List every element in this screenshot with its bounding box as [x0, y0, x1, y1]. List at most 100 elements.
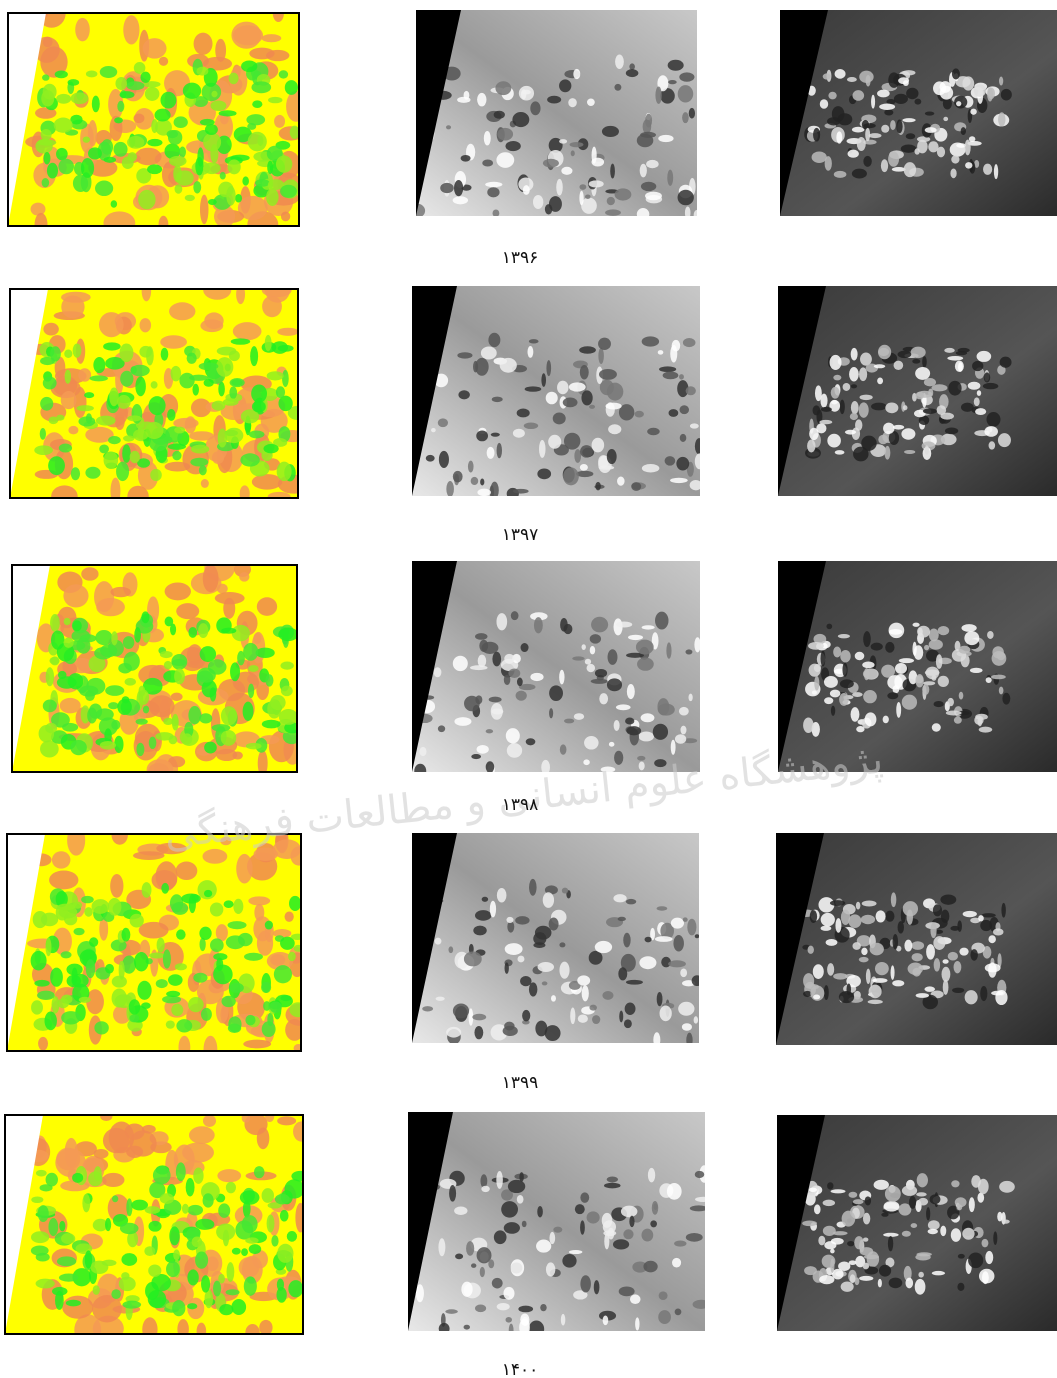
patch	[562, 397, 578, 408]
patch	[70, 467, 81, 481]
patch	[904, 449, 916, 455]
patch	[961, 624, 977, 632]
patch	[858, 402, 869, 418]
patch	[70, 114, 83, 125]
patch	[957, 920, 962, 932]
patch	[923, 378, 937, 387]
patch	[991, 674, 1006, 680]
patch	[937, 675, 949, 687]
patch	[199, 194, 209, 225]
year-label: ۱۳۹۶	[502, 248, 539, 268]
patch	[148, 952, 166, 959]
patch	[253, 847, 279, 861]
patch	[579, 190, 584, 206]
patch	[280, 184, 297, 198]
patch	[875, 910, 886, 923]
patch	[906, 87, 919, 100]
patch	[505, 728, 520, 744]
patch	[505, 1316, 512, 1323]
image-bg	[777, 1115, 1057, 1331]
patch	[887, 692, 899, 700]
patch	[546, 360, 552, 377]
patch	[956, 101, 962, 107]
patch	[568, 98, 577, 108]
patch	[902, 901, 919, 917]
patch	[248, 896, 271, 906]
patch	[210, 938, 224, 953]
patch	[193, 181, 202, 194]
patch	[694, 1170, 705, 1179]
patch	[666, 642, 672, 659]
patch	[850, 347, 858, 361]
patch	[433, 667, 442, 678]
patch	[685, 386, 696, 396]
patch	[483, 131, 491, 146]
patch	[284, 911, 294, 922]
patch	[165, 1020, 175, 1029]
patch	[44, 1011, 57, 1031]
patch	[885, 641, 895, 653]
patch	[544, 204, 553, 215]
patch	[691, 975, 699, 987]
patch	[276, 1278, 285, 1291]
patch	[76, 405, 94, 412]
patch	[475, 357, 489, 376]
image-content	[776, 833, 1057, 1045]
patch	[171, 1003, 184, 1017]
patch	[878, 434, 889, 445]
satellite-image	[778, 286, 1057, 496]
frame	[4, 1114, 304, 1335]
patch	[170, 692, 183, 701]
patch	[615, 704, 631, 711]
patch	[856, 935, 871, 947]
patch	[542, 892, 555, 908]
patch	[50, 656, 60, 666]
patch	[559, 744, 567, 755]
patch	[211, 90, 218, 98]
patch	[625, 717, 635, 725]
patch	[496, 442, 503, 459]
patch	[856, 137, 866, 151]
patch	[503, 1222, 520, 1234]
patch	[99, 741, 116, 750]
patch	[247, 131, 267, 152]
patch	[833, 374, 842, 381]
patch	[177, 1319, 189, 1334]
patch	[518, 85, 535, 101]
patch	[145, 421, 164, 440]
patch	[897, 350, 912, 359]
patch	[993, 164, 999, 180]
patch	[530, 672, 544, 682]
patch	[57, 670, 67, 680]
patch	[905, 1277, 914, 1289]
patch	[235, 194, 243, 203]
patch	[84, 1250, 93, 1269]
patch	[883, 1232, 899, 1237]
image-content	[412, 833, 699, 1043]
patch	[239, 1190, 260, 1205]
patch	[150, 468, 162, 482]
patch	[613, 719, 620, 731]
patch	[892, 934, 899, 950]
patch	[863, 155, 872, 167]
patch	[957, 1282, 965, 1291]
patch	[890, 892, 897, 908]
patch	[160, 347, 169, 361]
patch	[98, 717, 118, 736]
patch	[580, 445, 593, 458]
patch	[973, 397, 980, 407]
patch	[227, 1023, 242, 1033]
patch	[978, 726, 993, 733]
patch	[612, 1239, 630, 1250]
patch	[85, 959, 96, 979]
patch	[820, 406, 832, 412]
patch	[204, 312, 224, 329]
patch	[487, 187, 500, 198]
patch	[461, 1281, 473, 1297]
patch	[179, 146, 186, 158]
patch	[814, 385, 822, 402]
patch	[581, 644, 586, 650]
patch	[230, 662, 241, 682]
patch	[171, 713, 179, 731]
patch	[881, 1212, 889, 1217]
